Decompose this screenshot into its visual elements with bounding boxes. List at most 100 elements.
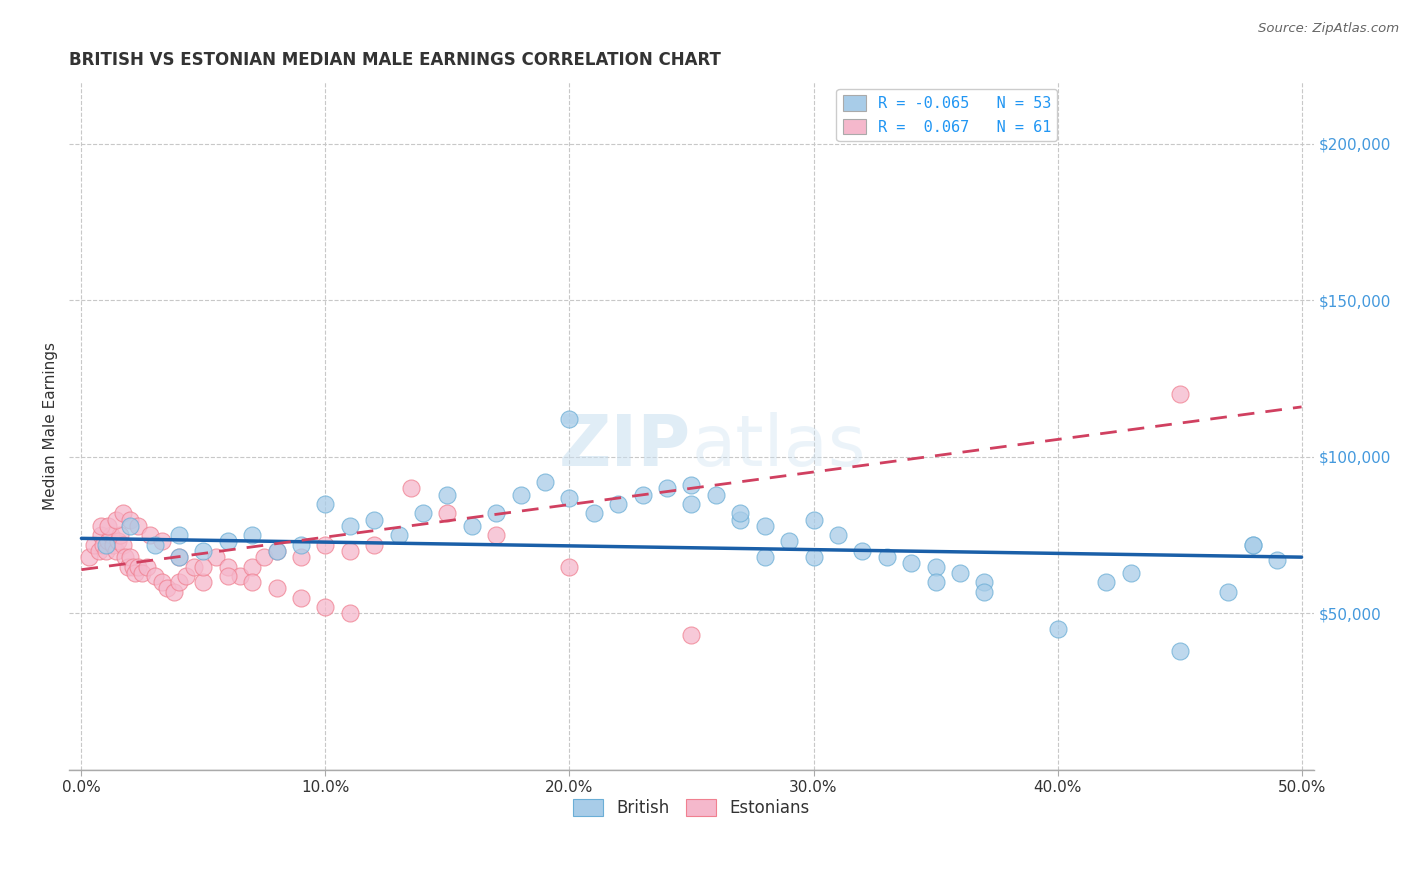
Point	[399, 481, 422, 495]
Point	[485, 506, 508, 520]
Point	[124, 566, 146, 580]
Point	[973, 584, 995, 599]
Point	[97, 534, 120, 549]
Point	[101, 538, 124, 552]
Point	[114, 550, 136, 565]
Point	[193, 559, 215, 574]
Point	[803, 550, 825, 565]
Point	[204, 550, 226, 565]
Point	[631, 487, 654, 501]
Legend: British, Estonians: British, Estonians	[567, 792, 817, 823]
Point	[314, 497, 336, 511]
Y-axis label: Median Male Earnings: Median Male Earnings	[44, 342, 58, 509]
Point	[266, 582, 288, 596]
Point	[127, 559, 149, 574]
Point	[253, 550, 276, 565]
Point	[924, 575, 946, 590]
Point	[217, 534, 239, 549]
Point	[83, 538, 105, 552]
Point	[163, 584, 186, 599]
Point	[558, 491, 581, 505]
Point	[851, 544, 873, 558]
Point	[704, 487, 727, 501]
Text: atlas: atlas	[692, 412, 866, 481]
Text: Source: ZipAtlas.com: Source: ZipAtlas.com	[1258, 22, 1399, 36]
Point	[1046, 622, 1069, 636]
Point	[436, 487, 458, 501]
Point	[193, 544, 215, 558]
Point	[111, 506, 134, 520]
Point	[924, 559, 946, 574]
Point	[217, 569, 239, 583]
Point	[90, 528, 112, 542]
Point	[754, 550, 776, 565]
Point	[167, 550, 190, 565]
Point	[339, 607, 361, 621]
Point	[681, 478, 703, 492]
Point	[314, 538, 336, 552]
Point	[1119, 566, 1142, 580]
Point	[558, 559, 581, 574]
Point	[655, 481, 678, 495]
Point	[120, 519, 142, 533]
Point	[1265, 553, 1288, 567]
Point	[558, 412, 581, 426]
Point	[100, 528, 122, 542]
Point	[900, 557, 922, 571]
Point	[290, 550, 312, 565]
Point	[827, 528, 849, 542]
Point	[681, 628, 703, 642]
Point	[167, 528, 190, 542]
Point	[339, 519, 361, 533]
Point	[143, 538, 166, 552]
Point	[139, 528, 162, 542]
Point	[461, 519, 484, 533]
Point	[150, 575, 173, 590]
Point	[183, 559, 205, 574]
Point	[167, 575, 190, 590]
Point	[87, 544, 110, 558]
Point	[104, 512, 127, 526]
Point	[120, 550, 142, 565]
Point	[681, 497, 703, 511]
Point	[94, 544, 117, 558]
Point	[1241, 538, 1264, 552]
Point	[77, 550, 100, 565]
Point	[876, 550, 898, 565]
Point	[156, 582, 179, 596]
Point	[110, 528, 132, 542]
Point	[582, 506, 605, 520]
Point	[266, 544, 288, 558]
Point	[217, 559, 239, 574]
Point	[363, 512, 385, 526]
Point	[240, 559, 263, 574]
Point	[266, 544, 288, 558]
Point	[388, 528, 411, 542]
Point	[1168, 644, 1191, 658]
Point	[193, 575, 215, 590]
Point	[1095, 575, 1118, 590]
Point	[730, 506, 752, 520]
Text: BRITISH VS ESTONIAN MEDIAN MALE EARNINGS CORRELATION CHART: BRITISH VS ESTONIAN MEDIAN MALE EARNINGS…	[69, 51, 721, 69]
Point	[973, 575, 995, 590]
Point	[93, 538, 115, 552]
Point	[150, 534, 173, 549]
Point	[104, 544, 127, 558]
Point	[754, 519, 776, 533]
Point	[803, 512, 825, 526]
Point	[94, 538, 117, 552]
Point	[949, 566, 972, 580]
Point	[1168, 387, 1191, 401]
Point	[127, 519, 149, 533]
Point	[121, 559, 143, 574]
Point	[509, 487, 531, 501]
Point	[120, 512, 142, 526]
Point	[229, 569, 252, 583]
Point	[314, 600, 336, 615]
Point	[107, 534, 129, 549]
Point	[167, 550, 190, 565]
Point	[339, 544, 361, 558]
Point	[1241, 538, 1264, 552]
Point	[290, 591, 312, 605]
Point	[176, 569, 198, 583]
